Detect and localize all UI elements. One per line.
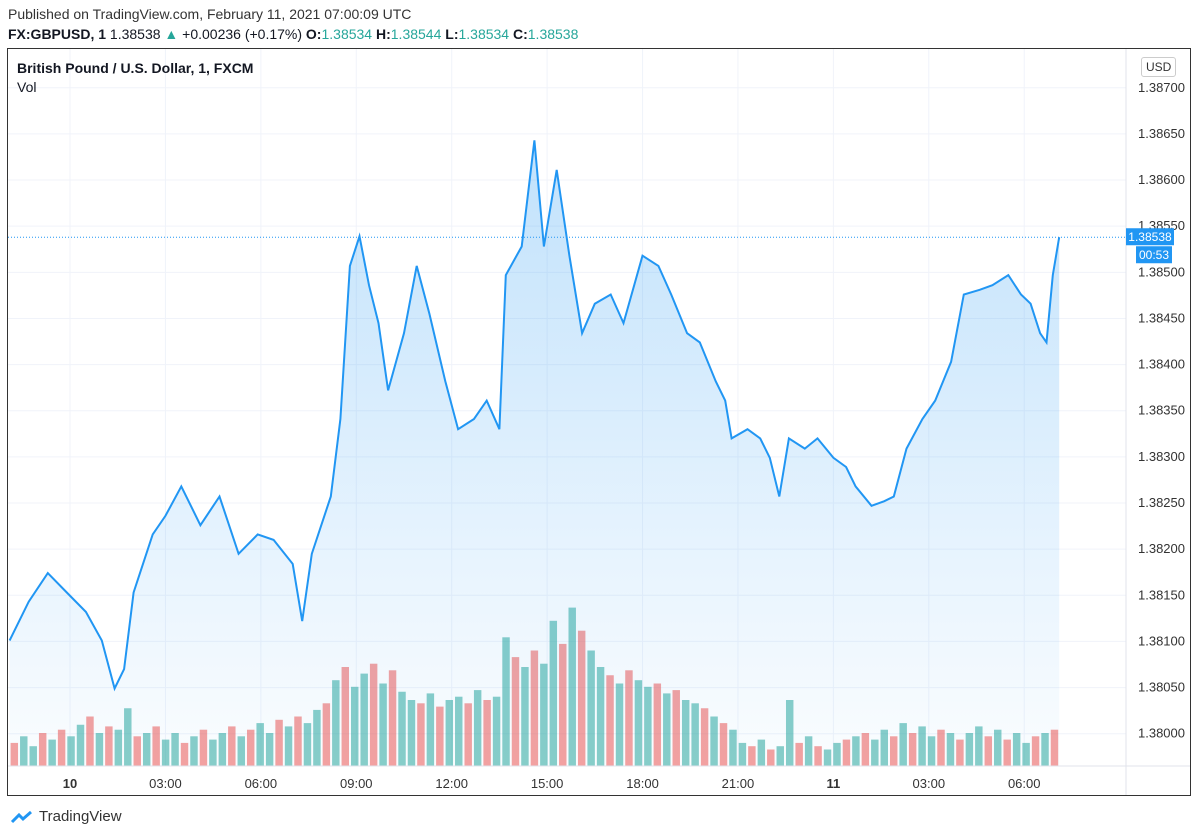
time-axis: 10 03:00 06:00 09:00 12:00 15:00 18:00 21:00 11 0… — [63, 776, 1041, 791]
price-tick-label: 1.38250 — [1138, 495, 1185, 510]
time-tick-label: 06:00 — [245, 776, 278, 791]
open-value: 1.38534 — [321, 26, 373, 42]
currency-button[interactable]: USD — [1141, 57, 1177, 77]
price-tick-label: 1.38200 — [1138, 541, 1185, 556]
time-tick-label: 06:00 — [1008, 776, 1041, 791]
price-tick-label: 1.38000 — [1138, 726, 1185, 741]
time-tick-label: 03:00 — [913, 776, 946, 791]
time-tick-label: 18:00 — [626, 776, 659, 791]
price-line — [8, 140, 1061, 692]
price-tick-label: 1.38300 — [1138, 449, 1185, 464]
symbol-info-bar: FX:GBPUSD, 1 1.38538 ▲ +0.00236 (+0.17%)… — [8, 26, 578, 42]
price-tick-label: 1.38700 — [1138, 80, 1185, 95]
tradingview-logo[interactable]: TradingView — [10, 808, 122, 825]
price-tick-label: 1.38150 — [1138, 587, 1185, 602]
price-tick-label: 1.38350 — [1138, 403, 1185, 418]
price-tick-label: 1.38600 — [1138, 172, 1185, 187]
last-price: 1.38538 — [109, 26, 161, 42]
close-label: C: — [512, 26, 528, 42]
up-arrow-icon: ▲ — [164, 26, 179, 42]
symbol-name: FX:GBPUSD, 1 — [8, 26, 107, 42]
time-tick-label: 21:00 — [722, 776, 755, 791]
series-title: British Pound / U.S. Dollar, 1, FXCM — [17, 60, 254, 76]
price-tick-label: 1.38400 — [1138, 357, 1185, 372]
countdown-tag-text: 00:53 — [1139, 248, 1169, 262]
price-tick-label: 1.38100 — [1138, 633, 1185, 648]
time-tick-label: 03:00 — [149, 776, 182, 791]
price-axis: 1.387001.386501.386001.385501.385001.384… — [1138, 80, 1185, 741]
close-value: 1.38538 — [527, 26, 579, 42]
open-label: O: — [305, 26, 322, 42]
price-tick-label: 1.38050 — [1138, 680, 1185, 695]
time-tick-label: 15:00 — [531, 776, 564, 791]
time-tick-label: 11 — [827, 776, 841, 791]
time-tick-label: 12:00 — [435, 776, 468, 791]
price-tick-label: 1.38450 — [1138, 310, 1185, 325]
price-area-fill — [9, 140, 1060, 766]
low-label: L: — [445, 26, 459, 42]
price-tick-label: 1.38500 — [1138, 264, 1185, 279]
time-tick-label: 09:00 — [340, 776, 373, 791]
low-value: 1.38534 — [458, 26, 510, 42]
published-caption: Published on TradingView.com, February 1… — [8, 6, 412, 22]
volume-legend: Vol — [17, 79, 37, 95]
price-tick-label: 1.38650 — [1138, 126, 1185, 141]
high-label: H: — [375, 26, 391, 42]
price-change: +0.00236 (+0.17%) — [182, 26, 303, 42]
last-price-tag: 1.38538 00:53 — [1126, 228, 1174, 264]
chart-frame — [7, 48, 1191, 796]
tradingview-logo-icon — [10, 810, 32, 823]
time-tick-label: 10 — [63, 776, 77, 791]
last-price-tag-text: 1.38538 — [1128, 230, 1172, 244]
high-value: 1.38544 — [390, 26, 442, 42]
brand-name: TradingView — [39, 808, 122, 825]
